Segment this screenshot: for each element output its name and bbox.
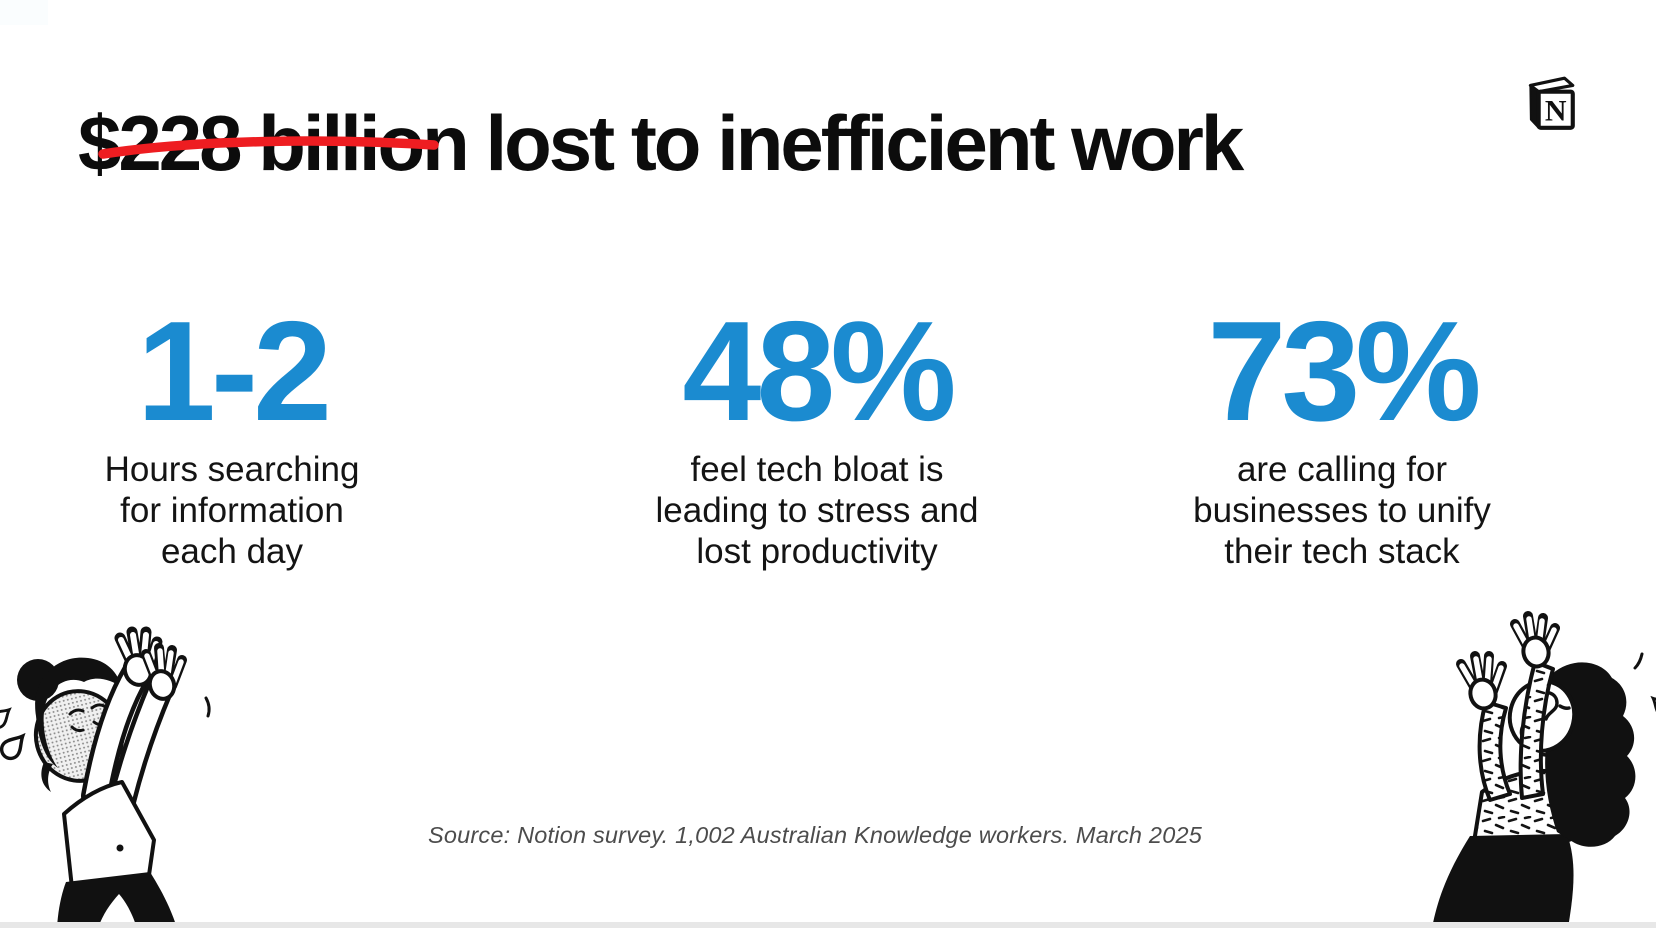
hair [35,657,122,768]
stat-label: Hours searching for information each day [104,449,360,572]
sweat-drops-icon [0,707,26,761]
stat-hours-searching: 1-2 Hours searching for information each… [32,292,432,573]
bottom-edge-strip [0,922,1656,928]
arm [1477,700,1512,802]
motion-mark [1633,652,1644,670]
pants [57,872,177,928]
shirt-button [116,844,124,852]
notion-logo-letter: N [1545,95,1567,128]
notion-logo-icon: N [1528,76,1575,130]
skirt [1432,834,1574,928]
stat-value: 48% [682,292,956,451]
stressed-person-left-illustration [0,626,211,928]
source-attribution: Source: Notion survey. 1,002 Australian … [427,822,1203,848]
motion-mark [204,696,211,718]
hair-tuft [41,762,53,792]
red-underline-swoosh [98,136,439,159]
arm [1518,660,1555,800]
corner-tint [0,0,48,25]
stat-value: 73% [1207,292,1481,451]
stat-label: feel tech bloat is leading to stress and… [655,449,979,572]
hands [1456,611,1560,711]
stressed-person-right-illustration [1432,611,1656,928]
stat-tech-bloat: 48% feel tech bloat is leading to stress… [615,292,1019,573]
stat-label: are calling for businesses to unify thei… [1193,449,1491,572]
sweat-drops-icon [1650,695,1656,718]
hands [114,626,187,701]
stat-value: 1-2 [136,292,332,451]
stat-unify-stack: 73% are calling for businesses to unify … [1140,292,1544,573]
